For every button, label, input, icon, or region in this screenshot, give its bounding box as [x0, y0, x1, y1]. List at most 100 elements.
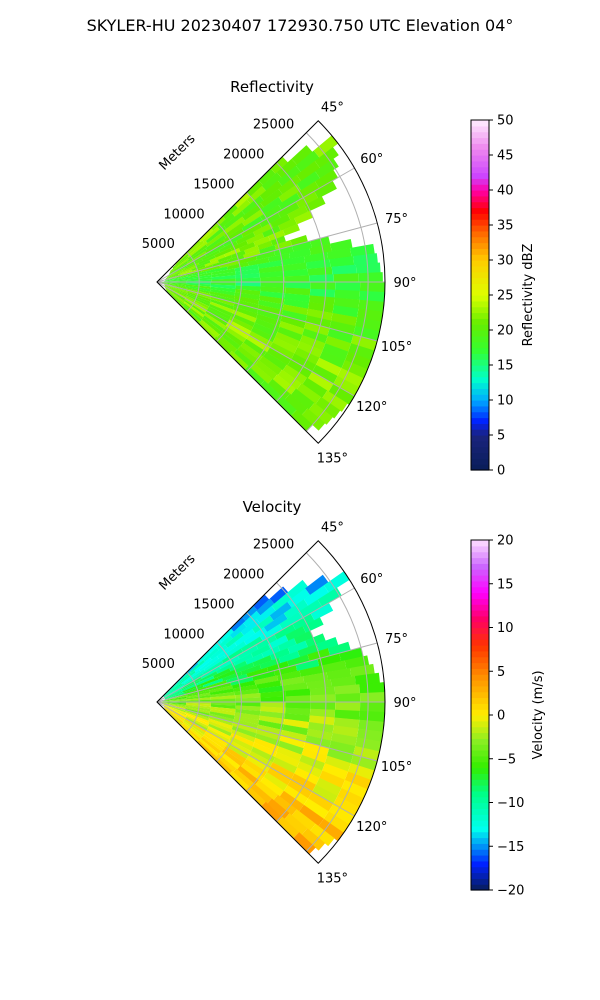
radar-bin — [235, 702, 261, 707]
colorbar-segment — [471, 796, 489, 804]
radar-bin — [235, 662, 255, 674]
radar-bin — [229, 623, 247, 639]
radar-bin — [241, 762, 264, 782]
radar-bin — [297, 643, 320, 658]
range-tick-label: 25000 — [253, 118, 294, 133]
radar-bin — [344, 771, 372, 790]
colorbar-segment — [471, 744, 489, 751]
radar-bin — [163, 279, 188, 282]
colorbar-segment — [471, 271, 489, 279]
velocity-colorbar: −20 −15 −10 −5 0 5 10 15 20 — [470, 534, 524, 899]
radar-bin — [185, 705, 211, 712]
radar-bin — [261, 801, 283, 823]
radar-bin — [163, 706, 185, 721]
radar-bin — [253, 594, 270, 611]
radar-bin — [279, 790, 304, 812]
radar-bin — [335, 282, 361, 292]
colorbar-segment — [471, 860, 489, 868]
radar-bin — [332, 305, 359, 318]
radar-bin — [303, 321, 330, 337]
radar-bin — [268, 229, 286, 242]
radar-bin — [285, 626, 306, 642]
colorbar-segment — [471, 621, 489, 629]
radar-bin — [186, 694, 211, 700]
radar-bin — [252, 742, 278, 758]
radar-bin — [259, 212, 281, 228]
azimuth-tick-label: 90° — [393, 276, 416, 291]
radar-bin — [269, 342, 295, 360]
azimuth-tick-label: 45° — [321, 101, 344, 116]
radar-bin — [233, 302, 259, 314]
radar-bin — [287, 359, 313, 379]
radar-bin — [358, 272, 383, 283]
radar-bin — [162, 704, 187, 714]
radar-bin — [291, 145, 313, 165]
radar-bin — [309, 708, 336, 718]
radar-bin — [278, 174, 302, 195]
radar-bin — [277, 638, 297, 652]
azimuth-gridline — [156, 281, 378, 342]
colorbar-segment — [471, 872, 489, 879]
radar-bin — [218, 751, 241, 770]
radar-bin — [240, 664, 262, 676]
radar-bin — [194, 657, 212, 673]
radar-bin — [185, 714, 210, 726]
colorbar-segment — [471, 458, 489, 465]
radar-bin — [256, 313, 281, 327]
radar-bin — [225, 322, 249, 340]
radar-bin — [276, 158, 298, 178]
radar-bin — [185, 287, 211, 294]
radar-bin — [274, 623, 296, 640]
radar-bin — [163, 704, 187, 716]
radar-bin — [293, 630, 314, 645]
radar-bin — [182, 676, 202, 689]
radar-bin — [210, 691, 235, 698]
radar-bin — [278, 218, 297, 232]
colorbar-segment — [471, 137, 489, 144]
radar-bin — [273, 794, 297, 816]
radar-bin — [261, 172, 282, 191]
radar-bin — [217, 669, 237, 680]
colorbar-segment — [471, 405, 489, 413]
radar-bin — [305, 633, 326, 648]
colorbar-segment — [471, 160, 489, 168]
radar-bin — [231, 680, 256, 689]
colorbar-segment — [471, 709, 489, 716]
reflectivity-plot: 5000 10000 15000 20000 25000 45° 60° 75° 90° 105°… — [142, 101, 417, 467]
colorbar-segment — [471, 195, 489, 203]
radar-bin — [333, 376, 360, 397]
colorbar-tick-label: 20 — [497, 534, 514, 549]
radar-bin — [183, 304, 202, 322]
range-tick-label: 20000 — [223, 148, 264, 163]
radar-bin — [205, 680, 228, 689]
colorbar-segment — [471, 545, 489, 553]
radar-bin — [294, 347, 320, 366]
radar-bin — [198, 321, 217, 339]
colorbar-segment — [471, 318, 489, 325]
radar-bin — [260, 690, 286, 698]
radar-bin — [233, 299, 259, 310]
colorbar-segment — [471, 697, 489, 704]
velocity-title: Velocity — [243, 498, 302, 516]
radar-bin — [219, 628, 234, 643]
radar-bin — [315, 396, 341, 419]
radar-bin — [166, 270, 184, 278]
radar-bin — [250, 746, 276, 763]
colorbar-segment — [471, 423, 489, 430]
radar-bin — [314, 169, 339, 189]
radar-bin — [253, 322, 278, 338]
radar-bin — [161, 699, 187, 702]
radar-bin — [188, 272, 212, 278]
colorbar-segment — [471, 242, 489, 249]
radar-bin — [202, 678, 223, 688]
radar-bin — [167, 267, 186, 278]
radar-bin — [282, 724, 309, 736]
colorbar-tick-label: −20 — [497, 884, 524, 899]
colorbar-tick-label: 25 — [497, 289, 514, 304]
radar-bin — [227, 261, 249, 270]
radar-bin — [299, 665, 324, 677]
radar-bin — [166, 290, 185, 307]
radar-bin — [245, 786, 266, 807]
radar-bin — [186, 282, 211, 285]
radar-bin — [255, 250, 276, 261]
